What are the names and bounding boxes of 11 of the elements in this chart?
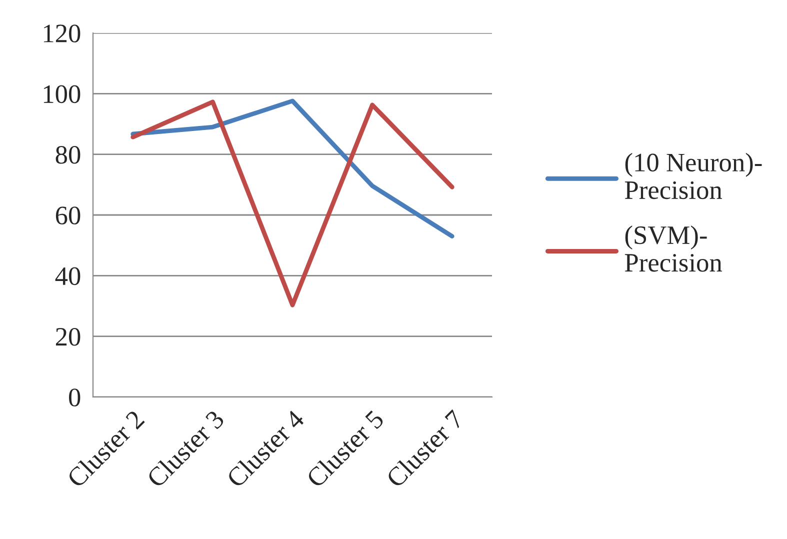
y-tick-label: 0	[69, 388, 80, 406]
line-series	[130, 98, 454, 238]
legend-label: (10 Neuron)-Precision	[624, 152, 762, 200]
y-tick-label: 40	[55, 267, 80, 286]
line-series	[130, 100, 454, 308]
legend-label: (SVM)-Precision	[624, 226, 722, 272]
y-tick-label: 20	[56, 328, 80, 346]
y-tick-label: 100	[44, 85, 80, 104]
y-tick-label: 120	[44, 24, 80, 42]
y-tick-label: 60	[56, 206, 80, 224]
y-tick-label: 80	[56, 146, 80, 164]
